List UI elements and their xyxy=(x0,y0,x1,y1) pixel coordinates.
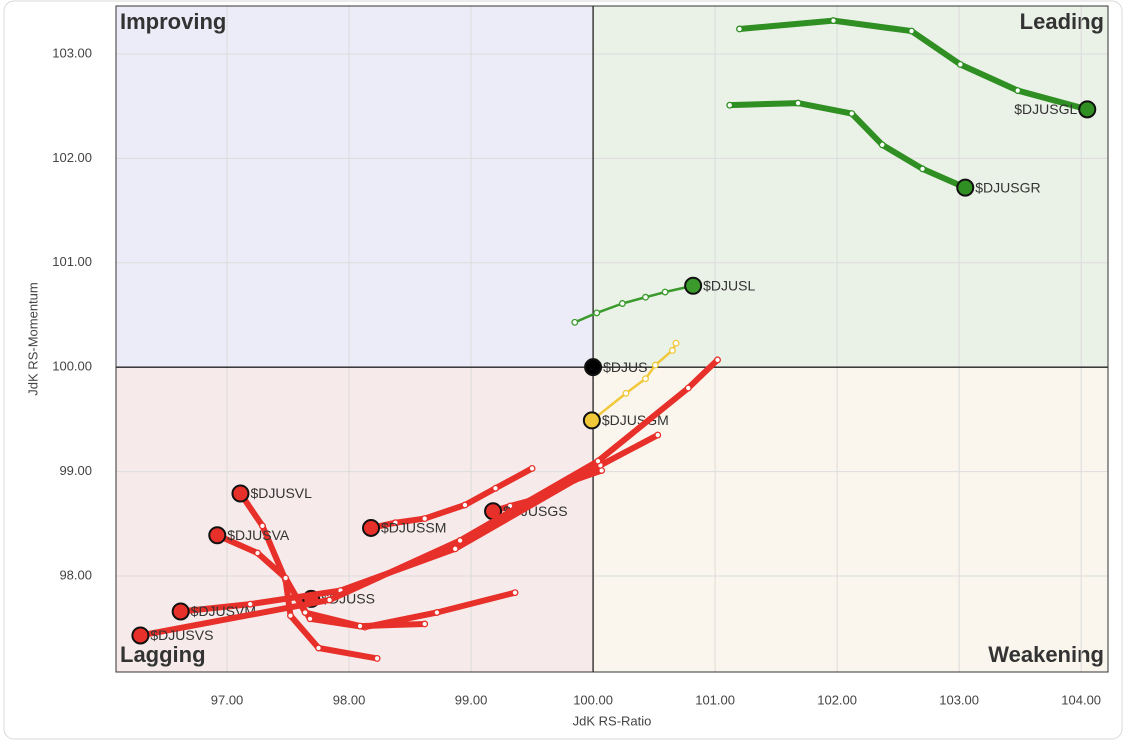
trail-point xyxy=(618,300,626,307)
trail-point xyxy=(593,309,601,317)
trail-point xyxy=(315,644,322,652)
x-tick-label: 100.00 xyxy=(573,692,613,707)
series-label: $DJUSGL xyxy=(1014,101,1077,117)
series-label: $DJUSVL xyxy=(250,485,312,501)
head-point xyxy=(208,526,227,545)
trail-point xyxy=(511,589,519,597)
x-tick-label: 97.00 xyxy=(211,692,244,707)
series-label: $DJUS xyxy=(603,359,647,375)
trail-point xyxy=(594,457,602,465)
trail xyxy=(726,100,969,191)
trail-point xyxy=(461,501,469,509)
trail-point xyxy=(714,356,721,364)
head-point xyxy=(171,602,190,621)
x-tick-label: 99.00 xyxy=(455,692,488,707)
y-axis-title: JdK RS-Momentum xyxy=(25,282,40,395)
quadrant xyxy=(116,367,594,672)
trail xyxy=(573,284,695,324)
x-axis-title: JdK RS-Ratio xyxy=(573,713,652,728)
series-label: $DJUSSM xyxy=(381,520,446,536)
trail-point xyxy=(301,609,309,616)
trail-point xyxy=(726,101,734,109)
quadrant-label: Improving xyxy=(120,9,226,34)
trail xyxy=(137,356,721,639)
head-point xyxy=(956,178,975,197)
trail-point xyxy=(908,27,916,35)
y-tick-label: 103.00 xyxy=(52,45,92,60)
trail-point xyxy=(373,654,381,662)
trail xyxy=(736,17,1091,113)
trail-point xyxy=(654,431,662,439)
trail-point xyxy=(956,61,964,68)
trail-point xyxy=(736,25,743,33)
plot-frame xyxy=(115,5,1109,673)
trail-point xyxy=(668,347,676,354)
trail-point xyxy=(246,600,254,608)
trail-point xyxy=(622,389,630,397)
trail xyxy=(368,465,536,531)
trail-point xyxy=(794,99,802,107)
x-tick-label: 101.00 xyxy=(695,692,735,707)
quadrant xyxy=(593,367,1108,672)
series-label: $DJUSGR xyxy=(975,179,1040,195)
trail-point xyxy=(326,596,333,604)
quadrant xyxy=(593,6,1108,368)
head-point xyxy=(362,518,381,537)
trail-point xyxy=(356,622,364,630)
trail-point xyxy=(830,17,837,25)
head-point xyxy=(231,484,250,503)
quadrant xyxy=(116,6,594,368)
trail-point xyxy=(528,464,536,472)
trail-point xyxy=(254,549,261,557)
y-tick-label: 102.00 xyxy=(52,150,92,165)
x-tick-label: 104.00 xyxy=(1061,692,1101,707)
y-tick-label: 101.00 xyxy=(52,254,92,269)
trail-point xyxy=(258,522,266,530)
trail-point xyxy=(642,293,650,301)
trail-point xyxy=(684,384,692,392)
trail-point xyxy=(651,361,659,369)
trail-point xyxy=(287,612,294,620)
quadrant-label: Weakening xyxy=(988,642,1104,667)
trail-point xyxy=(642,375,650,383)
y-tick-label: 98.00 xyxy=(59,567,92,582)
trail-point xyxy=(878,141,886,149)
x-tick-label: 98.00 xyxy=(333,692,366,707)
trail-point xyxy=(421,515,429,522)
trail-point xyxy=(672,339,680,347)
trail-point xyxy=(421,620,429,628)
quadrant-label: Leading xyxy=(1020,9,1104,34)
trail-point xyxy=(848,110,856,117)
series-label: $DJUSL xyxy=(703,277,755,293)
series-label: $DJUSVS xyxy=(150,627,213,643)
trail-point xyxy=(282,574,290,582)
y-tick-label: 99.00 xyxy=(59,463,92,478)
quadrant-label: Lagging xyxy=(120,642,206,667)
y-tick-label: 100.00 xyxy=(52,359,92,374)
head-point xyxy=(584,358,603,377)
trail-point xyxy=(451,545,459,553)
trail-point xyxy=(433,609,441,616)
trail-point xyxy=(456,537,464,544)
trail-point xyxy=(391,519,399,527)
head-point xyxy=(131,626,150,645)
head-point xyxy=(1078,100,1097,119)
trail-point xyxy=(919,165,926,173)
trail-point xyxy=(492,484,499,492)
head-point xyxy=(684,276,703,295)
series-label: $DJUSVA xyxy=(227,527,290,543)
head-point xyxy=(582,411,601,430)
trail-point xyxy=(571,318,579,326)
trail-point xyxy=(661,288,669,296)
trail-point xyxy=(1014,87,1022,95)
x-tick-label: 102.00 xyxy=(817,692,857,707)
x-tick-label: 103.00 xyxy=(939,692,979,707)
